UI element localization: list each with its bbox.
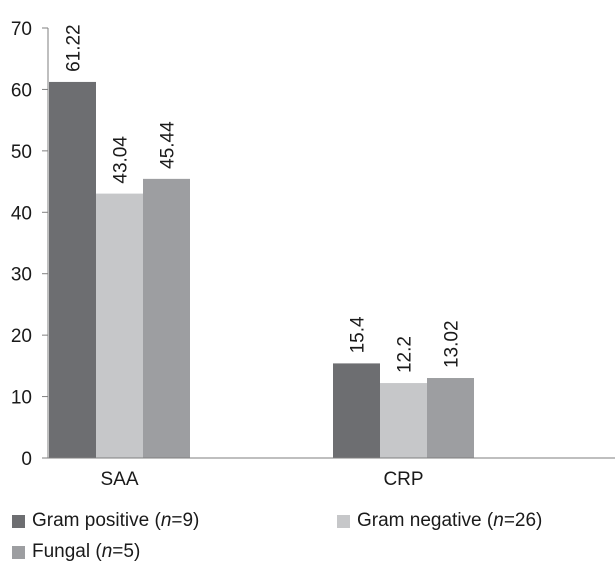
legend-swatch-gram-positive	[12, 514, 25, 528]
y-tick-label: 40	[11, 203, 32, 224]
legend-item-gram-positive: Gram positive (n=9)	[12, 510, 199, 532]
y-tick-label: 20	[11, 326, 32, 347]
legend-swatch-fungal	[12, 545, 25, 559]
bar-crp-fungal	[427, 378, 474, 458]
y-tick-label: 50	[11, 142, 32, 163]
data-label-crp-fungal: 13.02	[442, 320, 463, 368]
bar-crp-gram-negative	[380, 383, 427, 458]
bar-saa-gram-negative	[96, 193, 143, 458]
data-label-saa-fungal: 45.44	[158, 121, 179, 169]
y-tick-label: 10	[11, 388, 32, 409]
legend-item-fungal: Fungal (n=5)	[12, 541, 140, 563]
bars	[49, 81, 474, 458]
y-tick-label: 0	[21, 449, 32, 470]
data-label-saa-gram-negative: 43.04	[111, 136, 132, 184]
y-axis: 0 10 20 30 40 50 60 70	[11, 19, 49, 470]
data-label-crp-gram-positive: 15.4	[348, 316, 369, 353]
bar-saa-fungal	[143, 178, 190, 458]
x-category-label-saa: SAA	[100, 469, 138, 490]
data-labels: 61.22 43.04 45.44 15.4 12.2 13.02	[64, 24, 463, 373]
legend-label-gram-negative: Gram negative (n=26)	[357, 510, 543, 531]
x-axis: SAA CRP	[48, 457, 615, 490]
legend-label-fungal: Fungal (n=5)	[32, 541, 141, 562]
bar-saa-gram-positive	[49, 81, 96, 458]
legend-swatch-gram-negative	[337, 514, 350, 528]
data-label-saa-gram-positive: 61.22	[64, 24, 85, 72]
y-tick-label: 30	[11, 265, 32, 286]
data-label-crp-gram-negative: 12.2	[395, 336, 416, 373]
legend-item-gram-negative: Gram negative (n=26)	[337, 510, 542, 532]
y-tick-label: 70	[11, 19, 32, 40]
x-category-label-crp: CRP	[383, 469, 423, 490]
legend-label-gram-positive: Gram positive (n=9)	[32, 510, 200, 531]
bar-crp-gram-positive	[333, 363, 380, 458]
y-tick-label: 60	[11, 80, 32, 101]
